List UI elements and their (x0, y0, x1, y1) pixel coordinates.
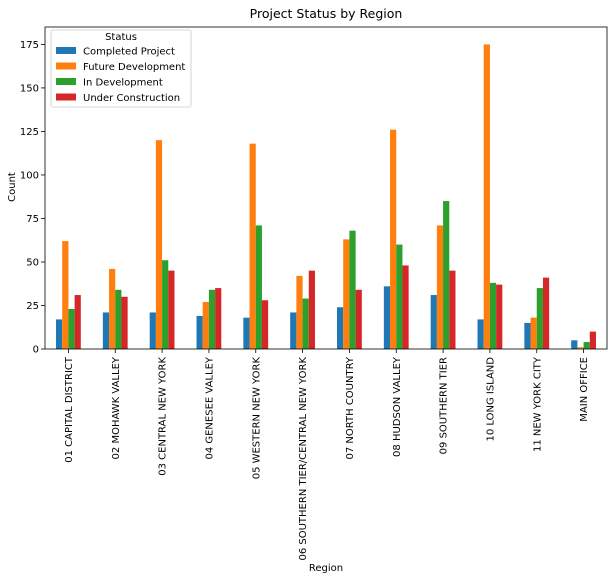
bar (542, 277, 550, 349)
bar (390, 129, 397, 349)
bar (430, 295, 437, 349)
x-tick-label: 06 SOUTHERN TIER/CENTRAL NEW YORK (298, 357, 309, 561)
bar (202, 302, 209, 349)
x-tick-label: 10 LONG ISLAND (485, 357, 496, 442)
bar (296, 275, 303, 349)
bar (290, 312, 297, 349)
bar (302, 298, 309, 349)
bar (483, 44, 490, 350)
bar (74, 295, 81, 349)
bar (208, 289, 216, 349)
legend-title: Status (105, 32, 137, 43)
legend-swatch (56, 62, 76, 70)
y-tick-label: 125 (20, 127, 39, 138)
x-tick-label: MAIN OFFICE (579, 357, 590, 422)
plot-area: 0 25 50 75 100 125 150 175 01 CAPITAL DISTRICT 02… (20, 26, 608, 561)
x-tick-label: 03 CENTRAL NEW YORK (158, 357, 169, 476)
bar (577, 347, 584, 349)
bar (383, 286, 391, 349)
x-tick-label: 07 NORTH COUNTRY (345, 356, 356, 459)
bar (68, 308, 75, 349)
bar (355, 289, 362, 349)
x-axis-label: Region (309, 563, 343, 574)
x-tick-label: 08 HUDSON VALLEY (392, 356, 403, 457)
legend-swatch (56, 93, 76, 101)
legend-label: Completed Project (83, 47, 175, 58)
bar (589, 331, 596, 349)
legend-box (50, 29, 192, 108)
legend: Status Completed Project Future Developmen… (50, 29, 192, 108)
bar (243, 317, 250, 349)
x-tick-label: 11 NEW YORK CITY (532, 356, 543, 452)
bar (583, 342, 590, 349)
bar (536, 288, 543, 349)
y-axis-label: Count (7, 172, 18, 202)
bar (102, 312, 110, 349)
bar (524, 322, 531, 349)
x-tick-label: 09 SOUTHERN TIER (439, 357, 450, 454)
y-tick-label: 0 (33, 345, 39, 356)
bar (343, 239, 350, 349)
y-tick-label: 100 (20, 170, 39, 181)
bar (396, 244, 403, 349)
bar (308, 270, 315, 349)
y-tick-label: 25 (26, 301, 39, 312)
y-tick-label: 175 (20, 40, 39, 51)
bar (62, 241, 69, 349)
bar (109, 268, 116, 349)
bar (56, 319, 63, 349)
bar (477, 319, 484, 349)
bar (402, 265, 409, 349)
bar (261, 300, 269, 349)
bar (215, 288, 222, 349)
bar (349, 230, 356, 349)
bar (149, 312, 156, 349)
legend-label: Under Construction (83, 93, 180, 104)
y-tick-label: 50 (26, 257, 39, 268)
bar (449, 270, 456, 349)
bar (155, 140, 163, 349)
bar (443, 201, 450, 349)
bar (337, 307, 344, 349)
bar (249, 143, 256, 349)
legend-label: In Development (83, 78, 163, 89)
bar (496, 284, 503, 349)
bar (255, 225, 262, 349)
y-tick-label: 150 (20, 83, 39, 94)
bar (530, 317, 537, 349)
bar (571, 340, 578, 349)
x-tick-label: 05 WESTERN NEW YORK (251, 357, 262, 480)
bar (162, 260, 169, 349)
legend-swatch (56, 47, 76, 54)
x-tick-label: 01 CAPITAL DISTRICT (64, 356, 75, 463)
y-tick-label: 75 (26, 214, 39, 225)
bar (115, 289, 122, 349)
bar (168, 270, 175, 349)
x-tick-label: 02 MOHAWK VALLEY (111, 356, 122, 459)
bar (436, 225, 444, 349)
legend-label: Future Development (83, 62, 185, 73)
legend-swatch (56, 78, 76, 85)
bar (121, 296, 128, 349)
x-tick-label: 04 GENESEE VALLEY (204, 356, 215, 459)
bar (489, 282, 497, 349)
bar (196, 315, 203, 349)
plot-frame (44, 26, 608, 350)
chart-title: Project Status by Region (250, 6, 403, 21)
